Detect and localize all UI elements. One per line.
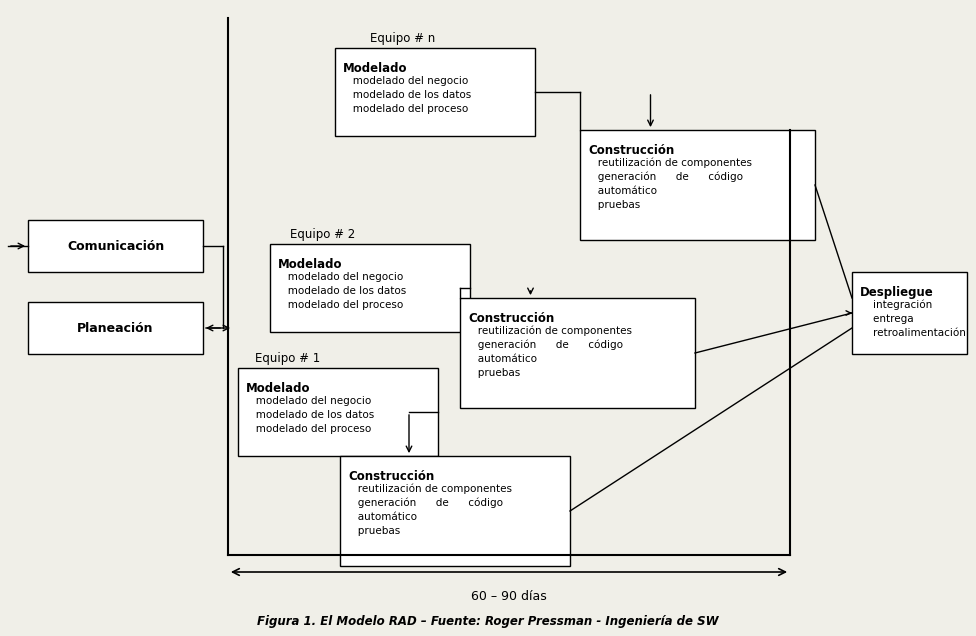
Text: retroalimentación: retroalimentación	[860, 328, 966, 338]
Text: generación      de      código: generación de código	[348, 498, 503, 509]
Text: modelado del proceso: modelado del proceso	[246, 424, 371, 434]
Text: modelado del proceso: modelado del proceso	[278, 300, 403, 310]
Text: automático: automático	[468, 354, 537, 364]
Text: Modelado: Modelado	[343, 62, 408, 75]
Text: Planeación: Planeación	[77, 322, 154, 335]
Text: generación      de      código: generación de código	[588, 172, 743, 183]
Text: Despliegue: Despliegue	[860, 286, 934, 299]
Bar	[28, 302, 203, 354]
Bar	[238, 368, 438, 456]
Text: modelado de los datos: modelado de los datos	[246, 410, 374, 420]
Text: Equipo # 1: Equipo # 1	[255, 352, 320, 365]
Text: reutilización de componentes: reutilización de componentes	[588, 158, 752, 169]
Text: reutilización de componentes: reutilización de componentes	[348, 484, 512, 495]
Bar	[580, 130, 815, 240]
Text: modelado del proceso: modelado del proceso	[343, 104, 468, 114]
Text: Comunicación: Comunicación	[67, 240, 164, 252]
Text: Construcción: Construcción	[588, 144, 674, 157]
Text: modelado del negocio: modelado del negocio	[343, 76, 468, 86]
Text: Equipo # 2: Equipo # 2	[290, 228, 355, 241]
Text: Construcción: Construcción	[468, 312, 554, 325]
Text: Modelado: Modelado	[246, 382, 310, 395]
Bar	[270, 244, 470, 332]
Text: modelado del negocio: modelado del negocio	[246, 396, 371, 406]
Text: 60 – 90 días: 60 – 90 días	[471, 590, 547, 603]
Bar	[852, 272, 967, 354]
Text: modelado de los datos: modelado de los datos	[343, 90, 471, 100]
Text: Figura 1. El Modelo RAD – Fuente: Roger Pressman - Ingeniería de SW: Figura 1. El Modelo RAD – Fuente: Roger …	[258, 615, 718, 628]
Text: pruebas: pruebas	[588, 200, 640, 210]
Text: integración: integración	[860, 300, 932, 310]
Text: automático: automático	[348, 512, 417, 522]
Text: Construcción: Construcción	[348, 470, 434, 483]
Text: pruebas: pruebas	[468, 368, 520, 378]
Text: modelado de los datos: modelado de los datos	[278, 286, 406, 296]
Text: reutilización de componentes: reutilización de componentes	[468, 326, 632, 336]
Text: Modelado: Modelado	[278, 258, 343, 271]
Text: pruebas: pruebas	[348, 526, 400, 536]
Text: automático: automático	[588, 186, 657, 196]
Bar	[460, 298, 695, 408]
Bar	[340, 456, 570, 566]
Text: modelado del negocio: modelado del negocio	[278, 272, 403, 282]
Text: Equipo # n: Equipo # n	[370, 32, 435, 45]
Bar	[28, 220, 203, 272]
Text: entrega: entrega	[860, 314, 914, 324]
Text: generación      de      código: generación de código	[468, 340, 623, 350]
Bar	[335, 48, 535, 136]
